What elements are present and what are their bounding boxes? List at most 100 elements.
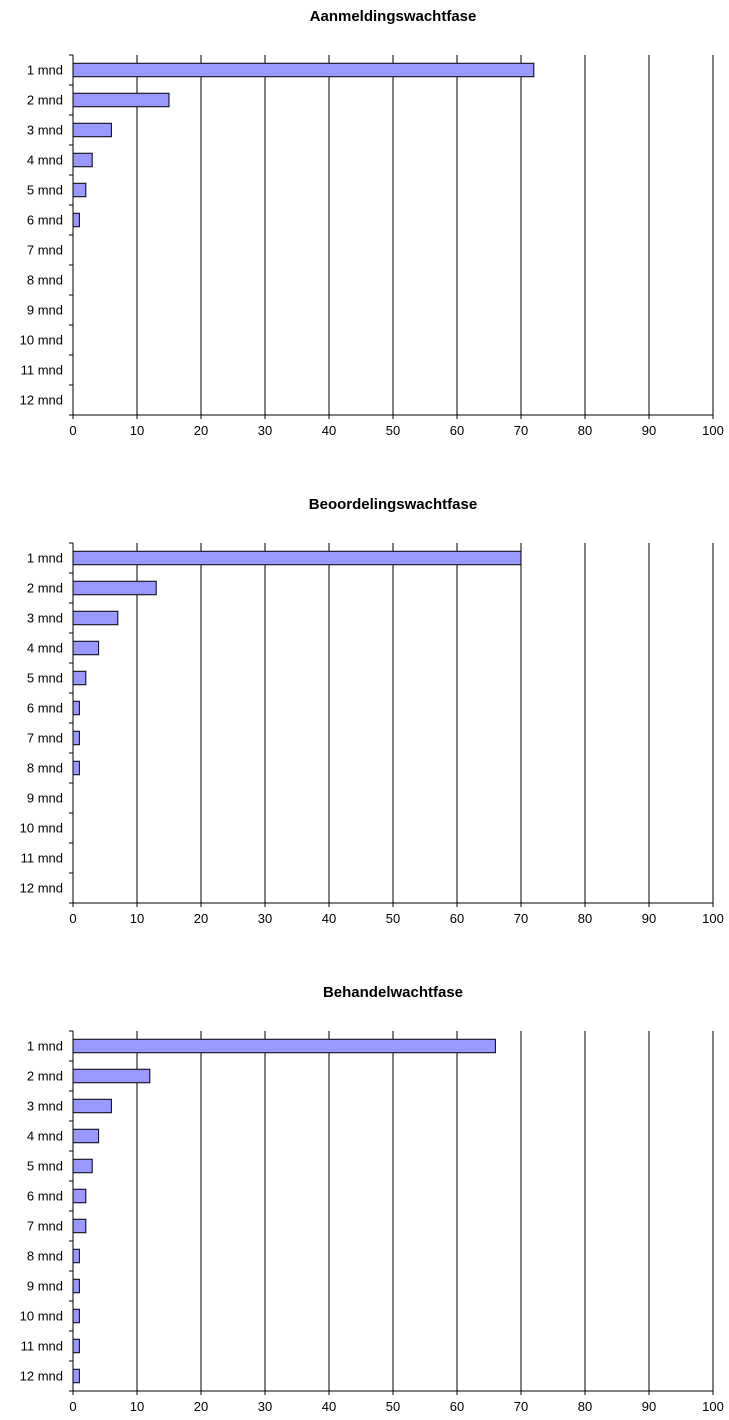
chart-panel-beoordeling: Beoordelingswachtfase 1 mnd 2 mnd 3 mnd 4 m…	[0, 488, 729, 928]
x-tick-label: 100	[702, 423, 724, 438]
y-tick-label: 4 mnd	[27, 1129, 63, 1144]
y-tick-label: 5 mnd	[27, 1159, 63, 1174]
y-tick-label: 11 mnd	[21, 363, 63, 378]
bar	[72, 92, 170, 108]
x-tick-label: 100	[702, 1399, 724, 1414]
x-tick-label: 10	[130, 423, 144, 438]
x-tick-label: 0	[69, 911, 76, 926]
plot-area: 1 mnd 2 mnd 3 mnd 4 mnd 5 mnd 6 mnd 7 mnd 8 mnd…	[20, 54, 724, 438]
chart-title: Aanmeldingswachtfase	[310, 8, 477, 25]
bar	[72, 670, 87, 686]
bar	[72, 1038, 496, 1054]
y-tick-label: 9 mnd	[27, 303, 63, 318]
y-tick-label: 6 mnd	[27, 701, 63, 716]
x-tick-label: 60	[450, 423, 464, 438]
y-tick-label: 3 mnd	[27, 1099, 63, 1114]
chart-panel-aanmelding: Aanmeldingswachtfase 1 mnd 2 mnd 3 mnd 4 mn…	[0, 0, 729, 440]
x-tick-label: 30	[258, 911, 272, 926]
y-tick-label: 4 mnd	[27, 153, 63, 168]
y-tick-label: 2 mnd	[27, 93, 63, 108]
x-tick-label: 90	[642, 911, 656, 926]
x-tick-label: 0	[69, 1399, 76, 1414]
y-tick-label: 4 mnd	[27, 641, 63, 656]
x-tick-label: 60	[450, 1399, 464, 1414]
x-tick-label: 30	[258, 423, 272, 438]
x-tick-label: 40	[322, 1399, 336, 1414]
bar	[72, 1098, 112, 1114]
y-tick-label: 10 mnd	[20, 1309, 63, 1324]
chart-title: Beoordelingswachtfase	[309, 496, 477, 513]
bar	[72, 610, 119, 626]
x-tick-label: 60	[450, 911, 464, 926]
x-tick-label: 80	[578, 423, 592, 438]
x-tick-label: 50	[386, 1399, 400, 1414]
y-tick-label: 12 mnd	[20, 1369, 63, 1384]
bar	[72, 1068, 151, 1084]
y-tick-label: 10 mnd	[20, 821, 63, 836]
chart-svg: Beoordelingswachtfase 1 mnd 2 mnd 3 mnd 4 m…	[20, 496, 724, 926]
bar	[72, 640, 100, 656]
bar	[72, 1128, 100, 1144]
bar	[72, 1248, 80, 1264]
x-tick-label: 10	[130, 911, 144, 926]
chart-title: Behandelwachtfase	[323, 984, 463, 1001]
chart-svg: Behandelwachtfase 1 mnd 2 mnd 3 mnd 4 mnd 5 …	[20, 984, 724, 1414]
x-tick-label: 40	[322, 423, 336, 438]
chart-svg: Aanmeldingswachtfase 1 mnd 2 mnd 3 mnd 4 mn…	[20, 8, 724, 438]
bar	[72, 760, 80, 776]
plot-area: 1 mnd 2 mnd 3 mnd 4 mnd 5 mnd 6 mnd 7 mnd 8 mnd…	[20, 542, 724, 926]
bar	[72, 1338, 80, 1354]
bar	[72, 182, 87, 198]
y-tick-label: 1 mnd	[27, 1039, 63, 1054]
y-tick-label: 11 mnd	[21, 1339, 63, 1354]
x-tick-label: 20	[194, 423, 208, 438]
x-tick-label: 30	[258, 1399, 272, 1414]
y-tick-label: 8 mnd	[27, 273, 63, 288]
y-tick-label: 1 mnd	[27, 551, 63, 566]
x-tick-label: 70	[514, 911, 528, 926]
bar	[72, 1218, 87, 1234]
y-tick-label: 8 mnd	[27, 1249, 63, 1264]
x-tick-label: 80	[578, 1399, 592, 1414]
y-tick-label: 7 mnd	[27, 243, 63, 258]
y-tick-label: 2 mnd	[27, 1069, 63, 1084]
chart-panel-behandel: Behandelwachtfase 1 mnd 2 mnd 3 mnd 4 mnd 5 …	[0, 976, 729, 1416]
x-tick-label: 70	[514, 1399, 528, 1414]
y-tick-label: 5 mnd	[27, 671, 63, 686]
y-tick-label: 7 mnd	[27, 731, 63, 746]
y-tick-label: 12 mnd	[20, 881, 63, 896]
y-tick-label: 6 mnd	[27, 1189, 63, 1204]
y-tick-label: 6 mnd	[27, 213, 63, 228]
y-tick-label: 3 mnd	[27, 123, 63, 138]
y-tick-label: 9 mnd	[27, 791, 63, 806]
y-tick-label: 7 mnd	[27, 1219, 63, 1234]
y-tick-label: 5 mnd	[27, 183, 63, 198]
x-tick-label: 50	[386, 423, 400, 438]
x-tick-label: 100	[702, 911, 724, 926]
y-tick-label: 1 mnd	[27, 63, 63, 78]
bar	[72, 1308, 80, 1324]
bar	[72, 212, 80, 228]
bar	[72, 1158, 93, 1174]
x-tick-label: 10	[130, 1399, 144, 1414]
bar	[72, 730, 80, 746]
x-tick-label: 80	[578, 911, 592, 926]
plot-area: 1 mnd 2 mnd 3 mnd 4 mnd 5 mnd 6 mnd 7 mnd 8 mnd…	[20, 1030, 724, 1414]
bar	[72, 1278, 80, 1294]
x-tick-label: 70	[514, 423, 528, 438]
bar	[72, 122, 112, 138]
bar	[72, 152, 93, 168]
y-tick-label: 9 mnd	[27, 1279, 63, 1294]
y-tick-label: 3 mnd	[27, 611, 63, 626]
x-tick-label: 20	[194, 911, 208, 926]
y-tick-label: 2 mnd	[27, 581, 63, 596]
x-tick-label: 0	[69, 423, 76, 438]
bar	[72, 1188, 87, 1204]
y-tick-label: 11 mnd	[21, 851, 63, 866]
bar	[72, 580, 157, 596]
bar	[72, 550, 522, 566]
bar	[72, 700, 80, 716]
y-tick-label: 8 mnd	[27, 761, 63, 776]
x-tick-label: 20	[194, 1399, 208, 1414]
x-tick-label: 90	[642, 1399, 656, 1414]
